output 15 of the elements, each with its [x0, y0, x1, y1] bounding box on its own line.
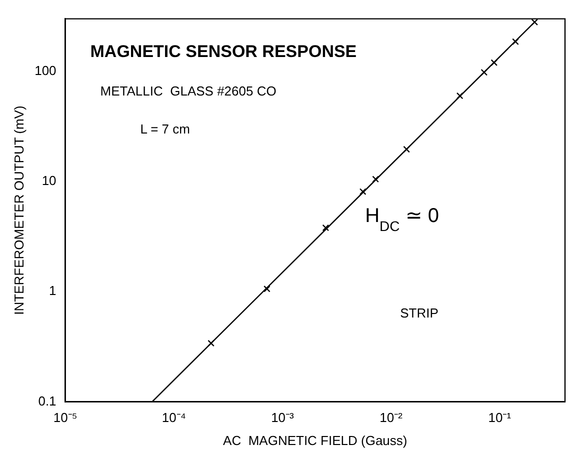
y-tick-label: 10 [42, 173, 56, 188]
x-tick-label: 10⁻² [380, 410, 404, 426]
annotation: STRIP [400, 306, 438, 321]
x-tick-label: 10⁻³ [271, 410, 295, 426]
x-axis-title: AC MAGNETIC FIELD (Gauss) [223, 432, 408, 448]
y-axis-title: INTERFEROMETER OUTPUT (mV) [11, 106, 26, 315]
x-tick-label: 10⁻⁵ [53, 410, 78, 426]
x-tick-label: 10⁻⁴ [162, 410, 186, 426]
text: MAGNETIC SENSOR RESPONSE [90, 42, 357, 62]
y-tick-label: 0.1 [38, 393, 56, 408]
x-tick-label: 10⁻¹ [488, 410, 512, 426]
annotation: METALLIC GLASS #2605 CO [100, 83, 276, 98]
y-tick-label: 1 [49, 283, 56, 298]
y-tick-label: 100 [34, 62, 56, 78]
annotation: L = 7 cm [140, 122, 190, 137]
